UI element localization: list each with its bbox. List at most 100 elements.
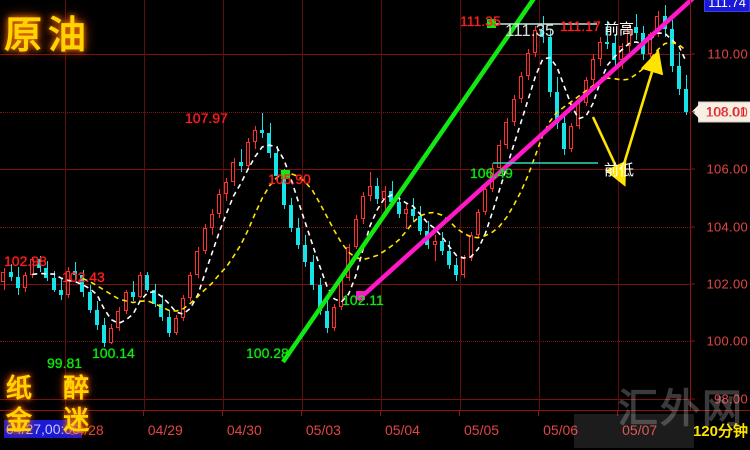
candle-body	[677, 65, 681, 89]
price-tick-label: 98.00	[713, 391, 748, 407]
gridline	[0, 54, 690, 56]
candle-body	[239, 161, 243, 167]
gridline	[0, 341, 690, 343]
candle-body	[332, 306, 336, 329]
day-separator	[539, 0, 540, 410]
price-tick-mark	[691, 226, 695, 227]
gridline	[0, 283, 690, 285]
candle-body	[418, 216, 422, 231]
candle-body	[670, 28, 674, 66]
candle-body	[591, 58, 595, 81]
candle-body	[562, 123, 566, 150]
candle-body	[253, 130, 257, 142]
candle-body	[619, 45, 623, 61]
swing-high-label-102-43: 102.43	[62, 269, 105, 285]
date-tick-label: 04/28	[68, 422, 104, 438]
swing-high-label-111-17: 111.17	[560, 18, 601, 34]
candle-wick	[607, 20, 608, 49]
date-tick-label: 05/03	[305, 422, 341, 438]
swing-low-label-100-28: 100.28	[246, 345, 289, 361]
candle-body	[260, 130, 264, 134]
candle-wick	[11, 263, 12, 281]
pivot-marker-low	[356, 291, 365, 300]
swing-high-label-102-98: 102.98	[4, 253, 47, 269]
candle-wick	[262, 112, 263, 138]
candle-body	[454, 265, 458, 276]
gridline	[0, 226, 690, 228]
date-tick-mark	[538, 411, 540, 416]
candle-body	[37, 259, 41, 269]
date-tick-mark	[459, 411, 460, 416]
prev-high-text: 前高	[604, 21, 635, 38]
gridline	[0, 398, 690, 400]
candle-body	[655, 15, 659, 35]
corner-text-bottom: 金 迷	[6, 405, 102, 435]
candle-body	[310, 262, 314, 286]
gridline	[0, 111, 690, 113]
candle-body	[569, 126, 573, 150]
swing-low-label-100-14: 100.14	[92, 345, 135, 361]
price-tick-label: 104.00	[706, 219, 748, 234]
candle-body	[102, 325, 106, 343]
candle-body	[598, 41, 602, 59]
price-tick-mark	[691, 111, 695, 113]
candle-body	[16, 276, 20, 289]
candle-body	[52, 278, 56, 290]
candle-body	[354, 219, 358, 247]
swing-low-label-102-11: 102.11	[342, 292, 384, 308]
day-separator	[144, 0, 145, 410]
candle-wick	[406, 203, 407, 230]
candle-body	[267, 133, 271, 154]
candle-body	[195, 250, 199, 276]
price-axis[interactable]: 111.74 108.01 110.00 108.00 106.00 104.00 10…	[690, 0, 750, 410]
date-tick-label: 04/30	[226, 422, 262, 438]
candle-body	[246, 141, 250, 167]
candle-body	[224, 182, 228, 194]
candle-body	[526, 53, 530, 76]
candle-body	[368, 186, 372, 197]
pivot-marker-high	[487, 19, 496, 28]
candle-body	[684, 88, 688, 112]
candle-wick	[636, 14, 637, 41]
candle-wick	[61, 278, 62, 300]
swing-high-label-105-90: 105.90	[268, 171, 311, 187]
candle-body	[210, 213, 214, 228]
price-tick-mark	[691, 168, 695, 170]
date-tick-mark	[221, 411, 223, 416]
candle-body	[476, 212, 480, 236]
date-tick-label: 05/04	[384, 422, 420, 438]
candle-body	[231, 161, 235, 183]
projection-down-arrow	[591, 116, 627, 187]
candle-body	[80, 275, 84, 293]
date-tick-mark	[300, 411, 302, 416]
projection-up-arrow	[618, 49, 664, 178]
swing-high-label-107-97: 107.97	[185, 110, 228, 126]
resistance-trendline	[281, 0, 536, 364]
candle-body	[361, 196, 365, 220]
swing-high-label-111-35: 111.35	[460, 13, 501, 29]
date-axis[interactable]: 04/27,00:00 120分钟 04/28 04/29 04/30 05/03 05…	[0, 410, 750, 450]
price-tick-label: 102.00	[706, 276, 748, 292]
candle-body	[1, 272, 5, 283]
candle-body	[138, 275, 142, 297]
candle-body	[612, 43, 616, 61]
candle-body	[73, 270, 77, 276]
candle-body	[533, 30, 537, 54]
page-title: 原油	[4, 15, 93, 57]
prev-low-text: 前低	[604, 162, 635, 179]
gridline	[0, 169, 690, 171]
candle-body	[397, 202, 401, 214]
candle-body	[440, 240, 444, 251]
timeframe-label: 120分钟	[692, 423, 748, 440]
candle-body	[296, 227, 300, 246]
candle-body	[540, 30, 544, 38]
candle-body	[152, 289, 156, 304]
support-trendline	[356, 0, 695, 302]
candle-wick	[241, 149, 242, 172]
corner-text-top: 纸 醉	[6, 373, 102, 403]
candle-body	[116, 311, 120, 329]
period-high-badge: 111.74	[704, 0, 750, 12]
date-tick-label: 04/29	[147, 422, 183, 438]
candle-body	[325, 311, 329, 329]
